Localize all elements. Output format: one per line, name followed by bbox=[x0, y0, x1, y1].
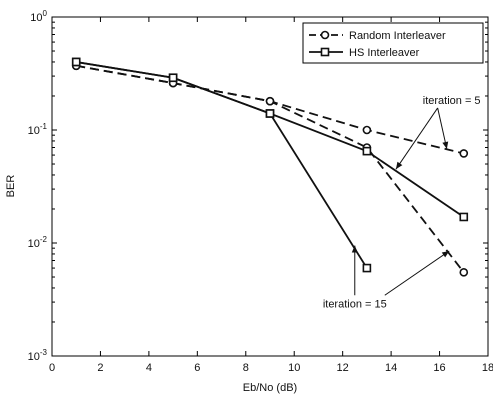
legend-marker-0 bbox=[320, 30, 330, 40]
legend-box bbox=[302, 22, 484, 64]
annotation-arrowhead bbox=[442, 141, 449, 149]
x-tick-label: 14 bbox=[385, 362, 397, 374]
data-point bbox=[362, 125, 372, 135]
legend-marker-1 bbox=[320, 47, 330, 57]
y-tick-label: 10-2 bbox=[28, 235, 48, 250]
y-axis-label: BER bbox=[5, 175, 17, 198]
annotation-arrowhead bbox=[395, 161, 403, 170]
data-point bbox=[265, 109, 275, 118]
data-point bbox=[71, 57, 81, 67]
data-point bbox=[168, 73, 178, 83]
y-tick-label: 100 bbox=[30, 9, 47, 24]
data-point bbox=[459, 268, 469, 277]
x-axis-label: Eb/No (dB) bbox=[243, 382, 297, 394]
x-tick-label: 12 bbox=[337, 362, 349, 374]
x-tick-label: 10 bbox=[288, 362, 300, 374]
x-tick-label: 4 bbox=[146, 362, 152, 374]
x-tick-label: 0 bbox=[49, 362, 55, 374]
annotation-arrowhead bbox=[351, 245, 358, 253]
data-point bbox=[362, 263, 372, 273]
series-line-3 bbox=[76, 61, 368, 269]
annotation-arrowhead bbox=[441, 250, 450, 258]
annotation-arrow bbox=[395, 107, 439, 170]
x-tick-label: 18 bbox=[482, 362, 493, 374]
annotation-arrow bbox=[384, 250, 450, 296]
x-tick-label: 2 bbox=[97, 362, 103, 374]
x-tick-label: 6 bbox=[194, 362, 200, 374]
data-point bbox=[459, 212, 469, 222]
annotation-text-1: iteration = 15 bbox=[323, 298, 387, 310]
y-tick-label: 10-3 bbox=[28, 348, 48, 363]
legend-label-1: HS Interleaver bbox=[349, 47, 420, 59]
data-point bbox=[265, 96, 275, 106]
annotation-text-0: iteration = 5 bbox=[423, 95, 481, 107]
y-tick-label: 10-1 bbox=[28, 122, 48, 137]
x-tick-label: 8 bbox=[243, 362, 249, 374]
data-point bbox=[459, 149, 469, 158]
legend-label-0: Random Interleaver bbox=[349, 30, 446, 42]
data-point bbox=[362, 146, 372, 156]
plot-area bbox=[51, 16, 489, 357]
x-tick-label: 16 bbox=[433, 362, 445, 374]
